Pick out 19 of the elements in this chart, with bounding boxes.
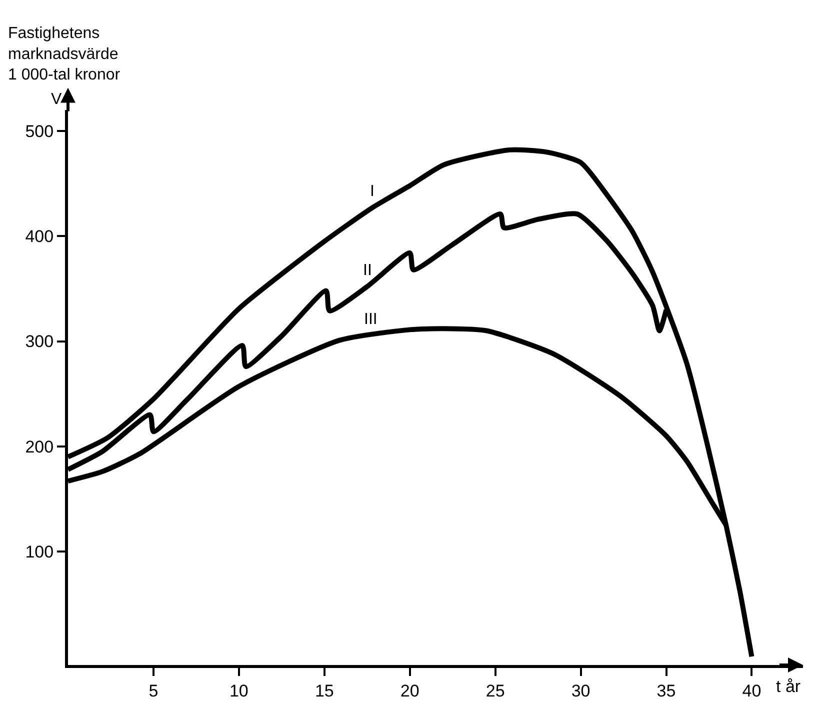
annotation: III	[364, 311, 378, 328]
y-tick-label: 500	[25, 122, 54, 141]
x-tick-label: 35	[656, 681, 676, 700]
y-tick-label: 300	[25, 332, 54, 352]
x-tick-label: 10	[229, 681, 248, 700]
x-tick-label: 25	[486, 681, 505, 700]
annotation: I	[370, 183, 374, 200]
y-axis-title: Fastighetens marknadsvärde 1 000-tal kronor	[8, 25, 121, 84]
x-axis-title: t år	[776, 677, 801, 696]
x-tick-label: 20	[400, 681, 420, 700]
x-tick-label: 30	[571, 681, 590, 700]
x-tick-label: 5	[148, 681, 158, 700]
y-tick-label: 200	[25, 437, 54, 456]
annotation: II	[363, 262, 372, 279]
y-tick-label: 400	[25, 227, 54, 246]
y-tick-label: 100	[25, 542, 54, 562]
text: V	[51, 91, 62, 108]
x-tick-label: 40	[742, 681, 762, 700]
x-tick-label: 15	[314, 681, 334, 700]
